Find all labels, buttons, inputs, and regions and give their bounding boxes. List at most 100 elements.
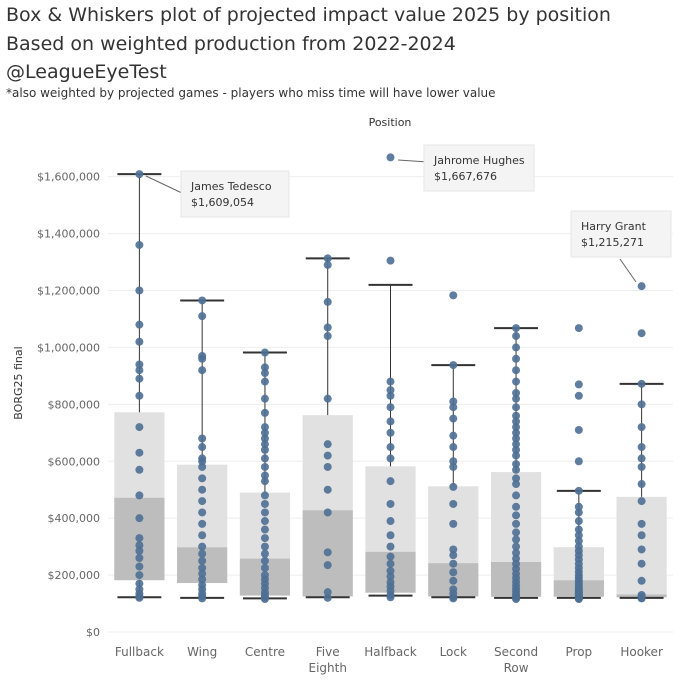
- data-point: [512, 388, 521, 397]
- data-point: [512, 480, 521, 489]
- data-point: [637, 462, 646, 471]
- data-point: [135, 391, 144, 400]
- data-point: [260, 517, 269, 526]
- data-point: [135, 423, 144, 432]
- data-point: [135, 366, 144, 375]
- data-point: [135, 240, 144, 249]
- data-point: [386, 499, 395, 508]
- data-point: [449, 361, 458, 370]
- data-point: [323, 561, 332, 570]
- data-point: [574, 425, 583, 434]
- data-point: [260, 499, 269, 508]
- data-point: [386, 428, 395, 437]
- y-tick-label: $1,200,000: [37, 285, 100, 298]
- annotation-box: [180, 170, 290, 218]
- data-point: [260, 440, 269, 449]
- data-point: [260, 542, 269, 551]
- data-point: [574, 536, 583, 545]
- data-point: [637, 545, 646, 554]
- y-tick-label: $1,000,000: [37, 341, 100, 354]
- data-point: [135, 170, 144, 179]
- data-point: [323, 462, 332, 471]
- data-point: [449, 414, 458, 423]
- data-point: [198, 569, 207, 578]
- data-point: [449, 585, 458, 594]
- x-tick-label: Halfback: [364, 645, 417, 659]
- data-point: [260, 394, 269, 403]
- x-tick-label: Second: [494, 645, 538, 659]
- chart-title-line-1: Box & Whiskers plot of projected impact …: [6, 4, 611, 26]
- x-tick-label: Five: [316, 645, 340, 659]
- annotation-value: $1,215,271: [581, 236, 644, 249]
- data-point: [637, 400, 646, 409]
- y-tick-label: $0: [86, 626, 100, 639]
- data-point: [135, 571, 144, 580]
- data-point: [260, 508, 269, 517]
- data-point: [637, 282, 646, 291]
- annotation-leader: [619, 258, 637, 283]
- data-point: [637, 379, 646, 388]
- data-point: [574, 502, 583, 511]
- data-point: [198, 296, 207, 305]
- data-point: [637, 497, 646, 506]
- data-point: [386, 386, 395, 395]
- data-point: [574, 391, 583, 400]
- data-point: [260, 363, 269, 372]
- data-point: [323, 332, 332, 341]
- data-point: [135, 337, 144, 346]
- data-point: [637, 591, 646, 600]
- data-point: [260, 377, 269, 386]
- data-point: [512, 511, 521, 520]
- data-point: [512, 411, 521, 420]
- data-point: [512, 554, 521, 563]
- data-point: [323, 593, 332, 602]
- data-point: [574, 324, 583, 333]
- data-point: [512, 440, 521, 449]
- data-point: [449, 559, 458, 568]
- x-tick-label: Lock: [440, 645, 467, 659]
- data-point: [198, 454, 207, 463]
- data-point: [637, 480, 646, 489]
- data-point: [260, 471, 269, 480]
- data-point: [198, 485, 207, 494]
- data-point: [512, 366, 521, 375]
- data-point: [637, 329, 646, 338]
- data-point: [260, 534, 269, 543]
- annotation-box: [423, 144, 535, 192]
- annotation-name: Harry Grant: [581, 220, 647, 233]
- data-point: [574, 380, 583, 389]
- data-point: [449, 431, 458, 440]
- data-point: [512, 460, 521, 469]
- data-point: [449, 482, 458, 491]
- data-point: [386, 477, 395, 486]
- x-tick-label: Fullback: [115, 645, 164, 659]
- data-point: [323, 451, 332, 460]
- data-point: [198, 531, 207, 540]
- data-point: [198, 519, 207, 528]
- data-point: [386, 417, 395, 426]
- annotation-box: [570, 210, 672, 258]
- data-point: [198, 575, 207, 584]
- data-point: [512, 377, 521, 386]
- data-point: [260, 369, 269, 378]
- data-point: [260, 556, 269, 565]
- annotation-leader: [397, 159, 429, 163]
- data-point: [260, 462, 269, 471]
- data-point: [574, 531, 583, 540]
- data-point: [512, 394, 521, 403]
- data-point: [135, 534, 144, 543]
- data-point: [449, 457, 458, 466]
- data-point: [260, 454, 269, 463]
- data-point: [260, 491, 269, 500]
- data-point: [135, 360, 144, 369]
- data-point: [512, 474, 521, 483]
- x-tick-label: Centre: [245, 645, 285, 659]
- data-point: [386, 256, 395, 265]
- data-point: [574, 542, 583, 551]
- data-point: [449, 291, 458, 300]
- data-point: [260, 525, 269, 534]
- data-point: [198, 581, 207, 590]
- chart-title-line-2: Based on weighted production from 2022-2…: [6, 33, 456, 55]
- data-point: [135, 514, 144, 523]
